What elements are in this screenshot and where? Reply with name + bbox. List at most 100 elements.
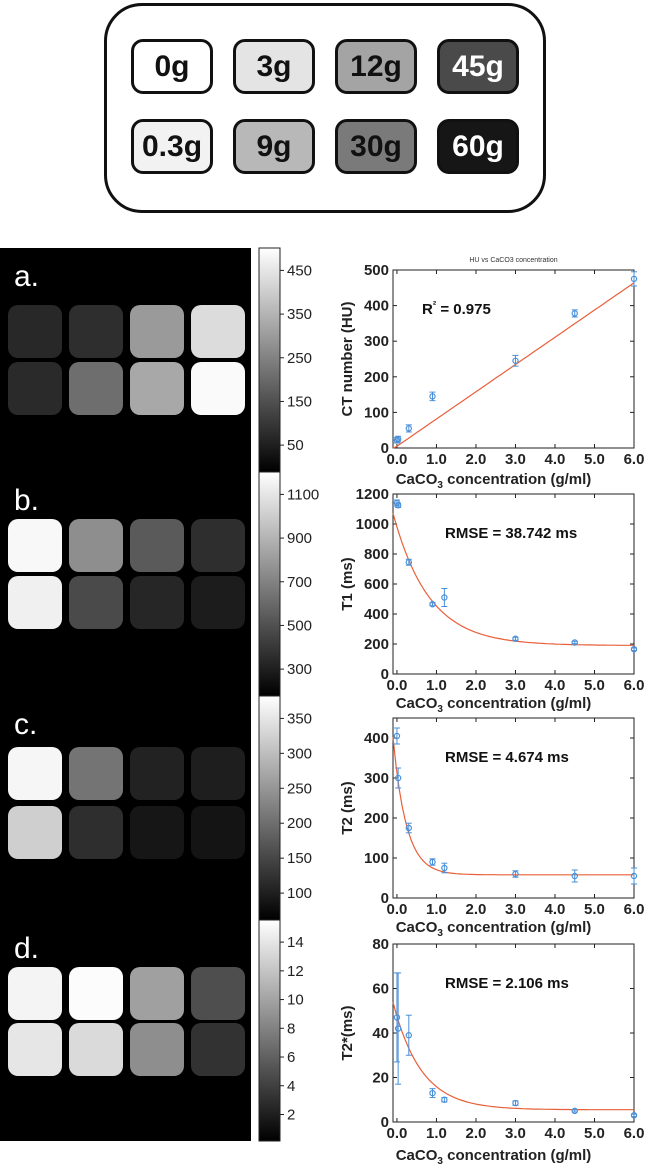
phantom-square-2-1-0 [8, 806, 62, 859]
chart-title-0: HU vs CaCO3 concentration [469, 257, 557, 264]
x-tick-1-0: 0.0 [387, 677, 408, 694]
data-point-1-5 [512, 635, 519, 642]
x-tick-1-2: 2.0 [466, 677, 487, 694]
phantom-square-0-1-3 [191, 362, 245, 415]
y-tick-1-4: 800 [364, 546, 389, 563]
phantom-chip-1: 3g [233, 39, 315, 94]
x-axis-label-1: CaCO3 concentration (g/ml) [396, 695, 592, 715]
data-point-2-3 [429, 858, 436, 866]
data-point-0-3 [429, 393, 436, 400]
data-point-0-2 [405, 425, 413, 432]
x-tick-2-4: 4.0 [545, 901, 566, 918]
phantom-chip-2: 12g [335, 39, 417, 94]
data-point-3-5 [512, 1099, 519, 1107]
chart-2: 0.0 1.0 2.0 3.0 4.0 5.0 6.0 0 100 200 300 400 RMSE =… [339, 717, 645, 939]
y-tick-2-1: 100 [364, 850, 389, 867]
phantom-square-0-0-0 [8, 305, 62, 358]
y-axis-label-0: CT number (HU) [339, 302, 356, 417]
x-tick-0-2: 2.0 [466, 451, 487, 468]
y-tick-3-1: 20 [372, 1070, 389, 1087]
phantom-square-0-0-2 [130, 305, 184, 358]
chart-annotation-0: R² = 0.975 [422, 300, 491, 318]
x-tick-2-6: 6.0 [624, 901, 645, 918]
y-axis-label-2: T2 (ms) [339, 781, 356, 834]
x-tick-2-3: 3.0 [505, 901, 526, 918]
x-tick-2-5: 5.0 [584, 901, 605, 918]
phantom-square-3-0-1 [69, 967, 123, 1020]
colorbar-tick-3-0: 14 [287, 934, 304, 951]
colorbar-tick-3-5: 4 [287, 1078, 295, 1095]
data-point-1-4 [441, 594, 448, 601]
x-tick-3-1: 1.0 [426, 1125, 447, 1142]
colorbar-tick-2-2: 250 [287, 780, 312, 797]
phantom-square-3-0-2 [130, 967, 184, 1020]
colorbar-3 [258, 919, 281, 1142]
colorbar-tick-1-1: 900 [287, 530, 312, 547]
phantom-chip-6: 30g [335, 119, 417, 174]
data-point-2-1 [394, 774, 402, 782]
chart-annotation-1: RMSE = 38.742 ms [445, 525, 577, 542]
colorbar-tick-3-3: 8 [287, 1020, 295, 1037]
x-tick-0-3: 3.0 [505, 451, 526, 468]
x-tick-3-2: 2.0 [466, 1125, 487, 1142]
data-point-0-4 [512, 357, 519, 364]
colorbar-tick-1-3: 500 [287, 617, 312, 634]
chart-annotation-3: RMSE = 2.106 ms [445, 975, 569, 992]
data-point-1-3 [429, 601, 436, 608]
chart-1: 0.0 1.0 2.0 3.0 4.0 5.0 6.0 0 200 400 600 800 1000 12… [339, 486, 644, 715]
phantom-square-1-1-2 [130, 576, 184, 629]
colorbar-2 [258, 695, 281, 921]
y-tick-1-1: 200 [364, 636, 389, 653]
phantom-chip-3: 45g [437, 39, 519, 94]
y-tick-0-1: 100 [364, 404, 389, 421]
phantom-square-2-1-1 [69, 806, 123, 859]
x-tick-1-5: 5.0 [584, 677, 605, 694]
colorbar-tick-3-6: 2 [287, 1106, 295, 1123]
x-tick-0-6: 6.0 [624, 451, 645, 468]
phantom-square-0-1-2 [130, 362, 184, 415]
colorbar-tick-0-0: 450 [287, 262, 312, 279]
data-point-2-0 [393, 732, 401, 740]
x-tick-1-1: 1.0 [426, 677, 447, 694]
data-point-0-1 [394, 435, 402, 443]
colorbar-tick-0-1: 350 [287, 306, 312, 323]
x-tick-2-0: 0.0 [387, 901, 408, 918]
y-tick-0-4: 400 [364, 298, 389, 315]
data-point-3-2 [405, 1032, 413, 1039]
x-tick-0-0: 0.0 [387, 451, 408, 468]
colorbar-tick-3-1: 12 [287, 963, 304, 980]
phantom-square-1-0-0 [8, 519, 62, 572]
y-tick-3-4: 80 [372, 936, 389, 953]
phantom-square-3-1-2 [130, 1023, 184, 1076]
y-tick-0-5: 500 [364, 262, 389, 279]
phantom-chip-5: 9g [233, 119, 315, 174]
y-tick-2-0: 0 [381, 890, 389, 907]
y-tick-2-4: 400 [364, 730, 389, 747]
x-tick-3-3: 3.0 [505, 1125, 526, 1142]
x-tick-0-5: 5.0 [584, 451, 605, 468]
x-axis-label-0: CaCO3 concentration (g/ml) [396, 471, 592, 491]
phantom-square-1-1-3 [191, 576, 245, 629]
data-point-1-2 [405, 559, 413, 566]
plot-frame-3 [392, 943, 635, 1123]
panel-letter-2: c. [14, 708, 37, 741]
phantom-chip-0: 0g [131, 39, 213, 94]
panel-letter-3: d. [14, 932, 39, 965]
data-point-1-1 [394, 502, 402, 509]
y-tick-0-0: 0 [381, 440, 389, 457]
phantom-square-1-0-2 [130, 519, 184, 572]
y-tick-3-2: 40 [372, 1025, 389, 1042]
x-tick-1-3: 3.0 [505, 677, 526, 694]
phantom-square-2-0-2 [130, 747, 184, 800]
data-point-2-5 [512, 870, 519, 878]
panel-letter-1: b. [14, 484, 39, 517]
x-tick-0-1: 1.0 [426, 451, 447, 468]
y-tick-1-6: 1200 [356, 486, 389, 503]
plot-frame-1 [392, 493, 635, 675]
data-point-2-2 [405, 824, 413, 832]
x-axis-label-3: CaCO3 concentration (g/ml) [396, 1147, 592, 1167]
colorbar-tick-0-4: 50 [287, 437, 304, 454]
data-point-2-7 [630, 872, 638, 880]
x-tick-3-6: 6.0 [624, 1125, 645, 1142]
